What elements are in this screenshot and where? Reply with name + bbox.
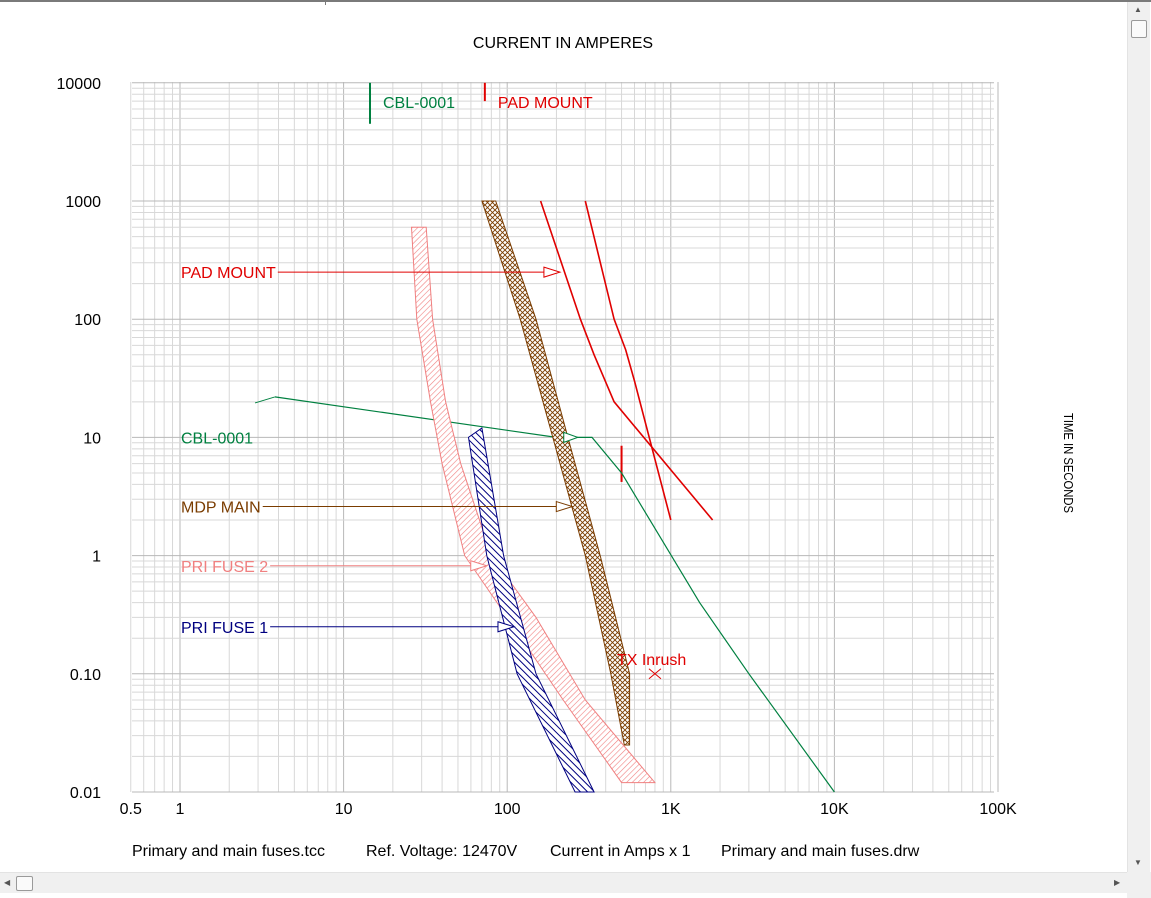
x-tick-label: 0.5 bbox=[120, 801, 142, 818]
pad-mount-curve-1 bbox=[584, 200, 672, 521]
tx-inrush-marker-b bbox=[648, 668, 662, 680]
y-tick-label: 10000 bbox=[57, 76, 102, 93]
y-tick-label: 100 bbox=[74, 312, 101, 329]
pri-fuse-1-arrowhead bbox=[497, 621, 516, 633]
footer-tcc-file: Primary and main fuses.tcc bbox=[132, 843, 325, 860]
y-tick-label: 1000 bbox=[65, 194, 101, 211]
y-tick-label: 10 bbox=[83, 430, 101, 447]
x-tick-label: 1K bbox=[661, 801, 681, 818]
scroll-right-icon[interactable]: ▶ bbox=[1114, 878, 1121, 887]
y-tick-label: 0.01 bbox=[70, 785, 101, 802]
x-tick-label: 10 bbox=[335, 801, 353, 818]
scroll-down-icon[interactable]: ▼ bbox=[1134, 858, 1142, 867]
y-tick-label: 1 bbox=[92, 549, 101, 566]
scroll-up-icon[interactable]: ▲ bbox=[1134, 5, 1142, 14]
scroll-left-icon[interactable]: ◀ bbox=[4, 878, 11, 887]
x-tick-label: 100K bbox=[979, 801, 1017, 818]
pad-mount-arrowhead bbox=[543, 266, 562, 278]
y-axis-label: TIME IN SECONDS bbox=[1061, 413, 1076, 513]
cbl-0001-legend-label: CBL-0001 bbox=[181, 430, 253, 447]
cbl-0001-leader-stub bbox=[254, 396, 275, 404]
pri-fuse-1-legend-label: PRI FUSE 1 bbox=[181, 620, 268, 637]
pri-fuse-2-legend-label: PRI FUSE 2 bbox=[181, 559, 268, 576]
tcc-chart: PAD MOUNT CBL-0001 TX Inrush PAD MOUNT CBL… bbox=[57, 35, 1077, 818]
pri-fuse-2-band bbox=[410, 226, 656, 784]
chart-annotations: TX Inrush bbox=[617, 652, 686, 680]
chart-title: CURRENT IN AMPERES bbox=[473, 35, 653, 52]
chart-series: PAD MOUNT CBL-0001 bbox=[274, 82, 835, 793]
window-top-border-notch bbox=[325, 0, 326, 5]
pri-fuse-1-band bbox=[467, 427, 595, 793]
footer-drw-file: Primary and main fuses.drw bbox=[721, 843, 920, 860]
mdp-main-arrowhead bbox=[555, 500, 574, 513]
footer-current-scale: Current in Amps x 1 bbox=[550, 843, 691, 860]
vertical-scrollbar[interactable]: ▲ ▼ bbox=[1127, 2, 1150, 872]
x-tick-label: 100 bbox=[494, 801, 521, 818]
horizontal-scroll-thumb[interactable] bbox=[16, 876, 33, 891]
x-tick-label: 10K bbox=[820, 801, 849, 818]
x-tick-label: 1 bbox=[176, 801, 185, 818]
horizontal-scrollbar[interactable]: ◀ ▶ bbox=[0, 872, 1127, 893]
pad-mount-legend-label: PAD MOUNT bbox=[181, 265, 276, 282]
window-top-border bbox=[0, 0, 1151, 2]
cbl-0001-arrowhead bbox=[563, 431, 580, 444]
chart-labels: PAD MOUNT CBL-0001 MDP MAIN PRI FUSE 2 PRI F… bbox=[57, 35, 1077, 818]
scrollbar-corner bbox=[1127, 872, 1151, 898]
footer-ref-voltage: Ref. Voltage: 12470V bbox=[366, 843, 518, 860]
y-tick-label: 0.10 bbox=[70, 667, 101, 684]
mdp-main-legend-label: MDP MAIN bbox=[181, 500, 261, 517]
pad-mount-curve-2 bbox=[539, 200, 714, 521]
vertical-scroll-thumb[interactable] bbox=[1131, 20, 1147, 38]
pad-mount-top-label: PAD MOUNT bbox=[498, 95, 593, 112]
cbl-0001-top-label: CBL-0001 bbox=[383, 95, 455, 112]
tx-inrush-label: TX Inrush bbox=[617, 652, 686, 669]
pri-fuse-2-arrowhead bbox=[470, 560, 489, 572]
